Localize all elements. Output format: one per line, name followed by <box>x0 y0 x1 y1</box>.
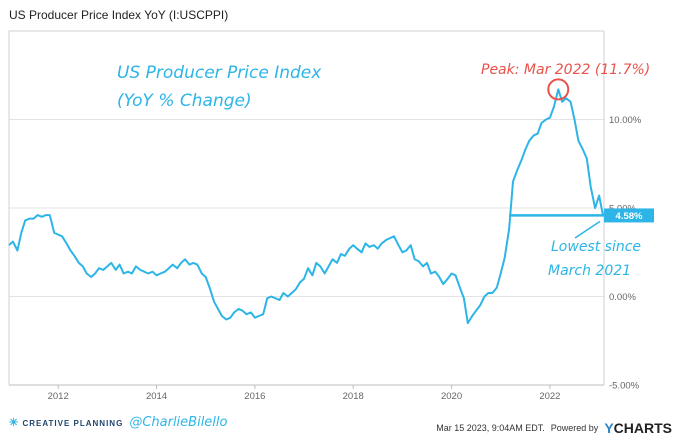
y-tick-label: 10.00% <box>609 115 642 126</box>
x-tick-label: 2016 <box>244 391 265 402</box>
chart-title: US Producer Price Index YoY (I:USCPPI) <box>9 8 229 22</box>
x-tick-label: 2012 <box>48 391 69 402</box>
x-tick-label: 2014 <box>146 391 167 402</box>
author-handle[interactable]: @CharlieBilello <box>129 415 228 430</box>
ycharts-logo-rest: CHARTS <box>613 420 672 436</box>
annotation-low-line1: Lowest since <box>551 239 641 255</box>
annotation-peak: Peak: Mar 2022 (11.7%) <box>481 62 650 78</box>
creative-planning-mark-icon: ✳ <box>9 417 20 429</box>
lowest-since-arrow <box>574 220 601 239</box>
last-value-badge-bg <box>604 208 654 223</box>
powered-by: Powered by <box>550 423 599 433</box>
ycharts-logo-y: Y <box>604 420 614 436</box>
ycharts-logo[interactable]: YCHARTS <box>604 420 672 436</box>
peak-circle <box>547 78 570 101</box>
annotation-heading-line2: (YoY % Change) <box>117 91 252 111</box>
y-tick-label: -5.00% <box>609 381 640 392</box>
x-tick-label: 2022 <box>539 391 560 402</box>
grid <box>9 119 604 386</box>
x-axis-ticks: 2012 2014 2016 2018 2020 2022 <box>48 385 560 402</box>
x-tick-label: 2020 <box>441 391 462 402</box>
brand-name: CREATIVE PLANNING <box>22 419 124 428</box>
annotation-low-line2: March 2021 <box>548 263 631 279</box>
footer-attribution: Mar 15 2023, 9:04AM EDT. Powered by YCHA… <box>436 420 672 436</box>
last-value-badge: 4.58% <box>604 208 654 223</box>
series-line <box>8 88 604 325</box>
last-value-label: 4.58% <box>616 211 643 222</box>
y-tick-label: 0.00% <box>609 292 636 303</box>
footer-brand: ✳ CREATIVE PLANNING @CharlieBilello <box>9 415 227 430</box>
annotation-heading-line1: US Producer Price Index <box>117 63 322 83</box>
timestamp: Mar 15 2023, 9:04AM EDT. <box>436 423 545 433</box>
x-tick-label: 2018 <box>343 391 364 402</box>
creative-planning-logo: ✳ CREATIVE PLANNING <box>9 416 123 429</box>
